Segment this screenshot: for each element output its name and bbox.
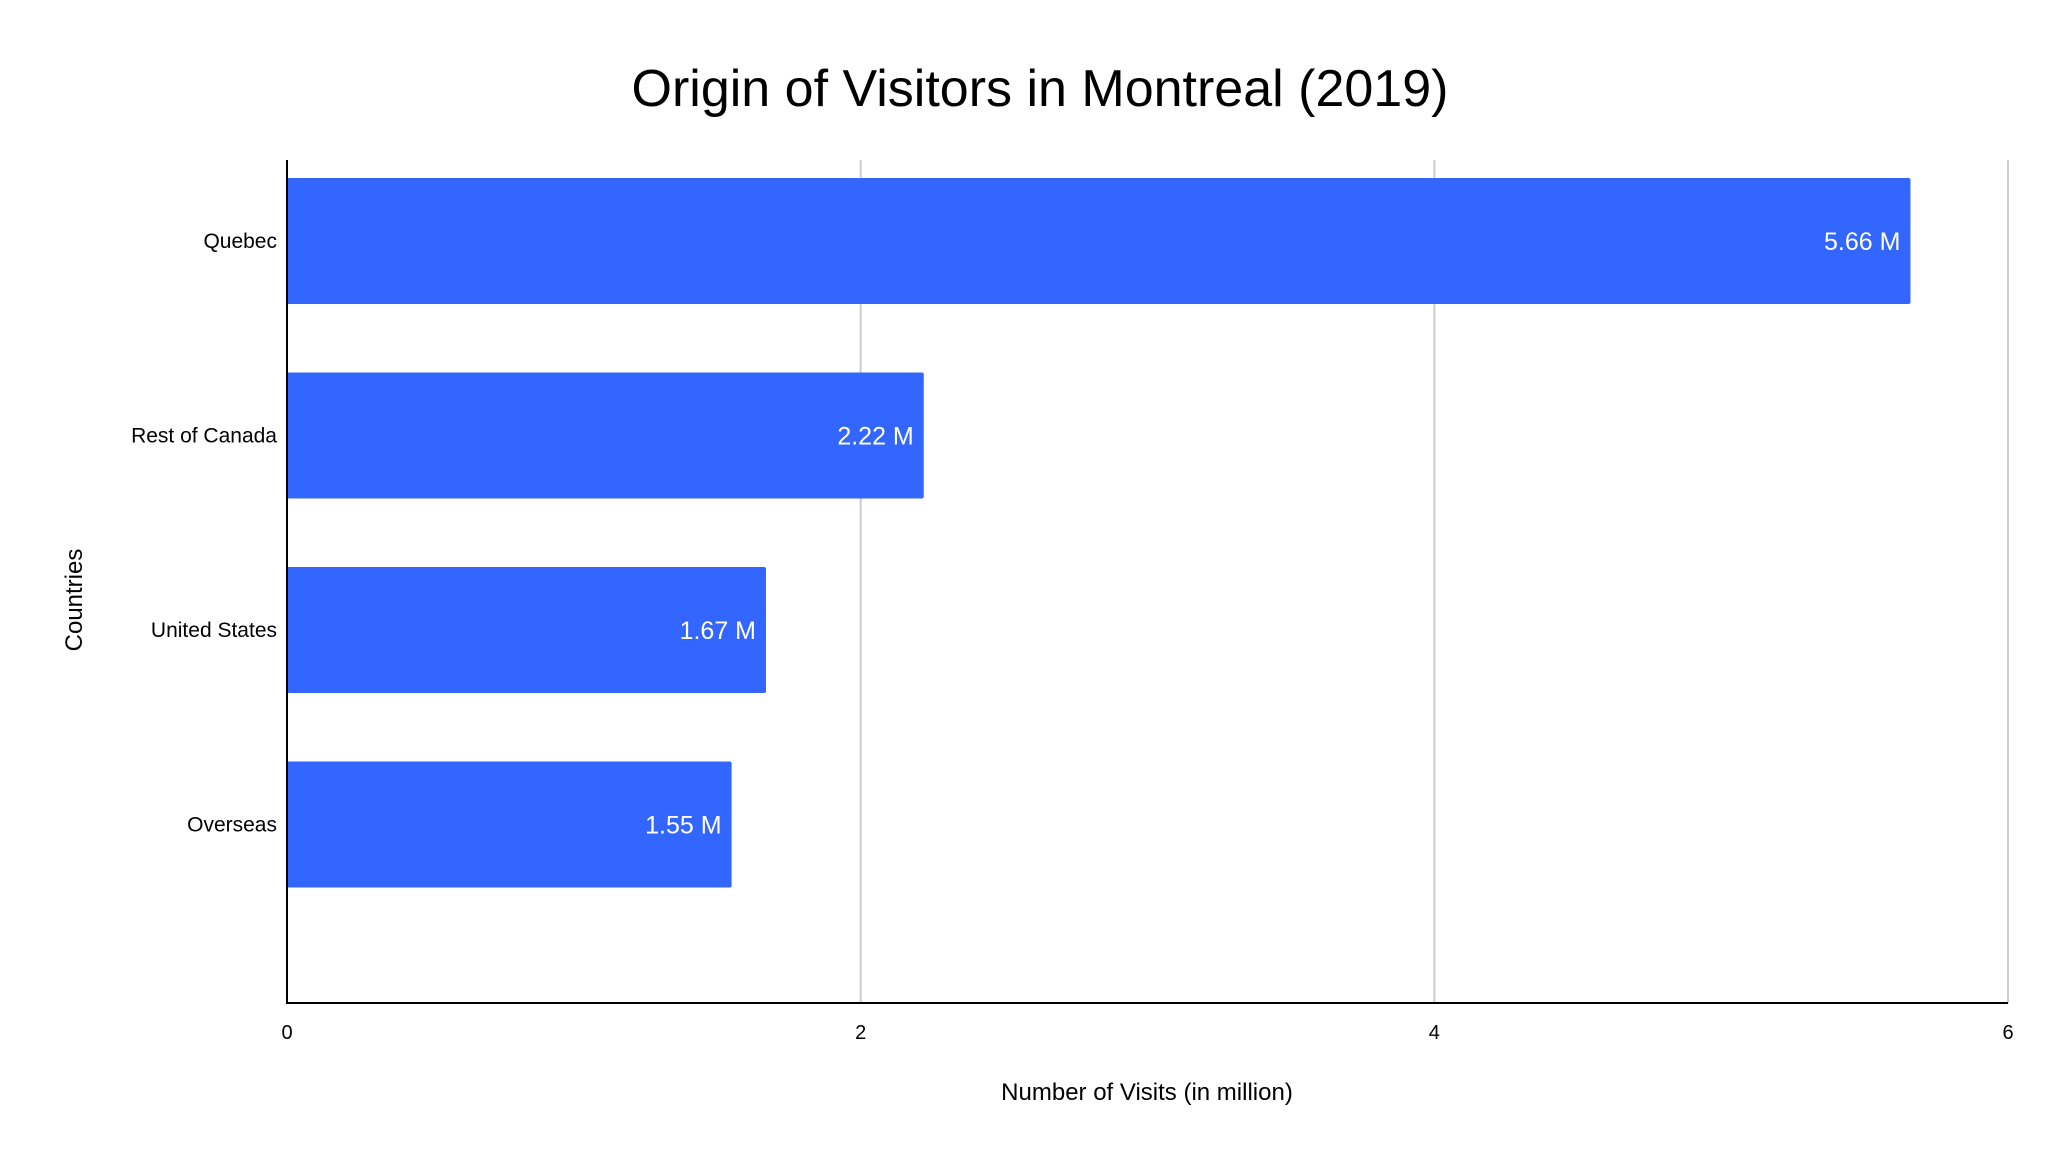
- data-label: 1.55 M: [645, 812, 721, 840]
- data-label: 1.67 M: [680, 617, 756, 645]
- category-label: Rest of Canada: [131, 425, 277, 448]
- bar-quebec: [287, 178, 1911, 304]
- category-label: Quebec: [203, 230, 277, 253]
- category-label: Overseas: [187, 814, 277, 837]
- bar-rest-of-canada: [287, 372, 924, 499]
- x-tick-label: 4: [1429, 1022, 1440, 1044]
- x-tick-label: 2: [855, 1022, 866, 1044]
- x-tick-label: 6: [2002, 1022, 2013, 1044]
- axes: [286, 160, 2008, 1004]
- y-axis-title: Countries: [61, 549, 88, 652]
- data-label: 2.22 M: [837, 423, 913, 451]
- bar-united-states: [287, 567, 767, 693]
- data-label: 5.66 M: [1824, 228, 1900, 256]
- bar-overseas: [287, 761, 732, 888]
- chart-title: Origin of Visitors in Montreal (2019): [632, 60, 1449, 118]
- bars: [287, 178, 1911, 888]
- x-axis-title: Number of Visits (in million): [1001, 1079, 1293, 1106]
- labels: 0 2 4 6 Quebec 5.66 M Rest of Canada 2.22 M Unit…: [131, 228, 2014, 1044]
- x-tick-label: 0: [281, 1022, 292, 1044]
- category-label: United States: [151, 619, 277, 642]
